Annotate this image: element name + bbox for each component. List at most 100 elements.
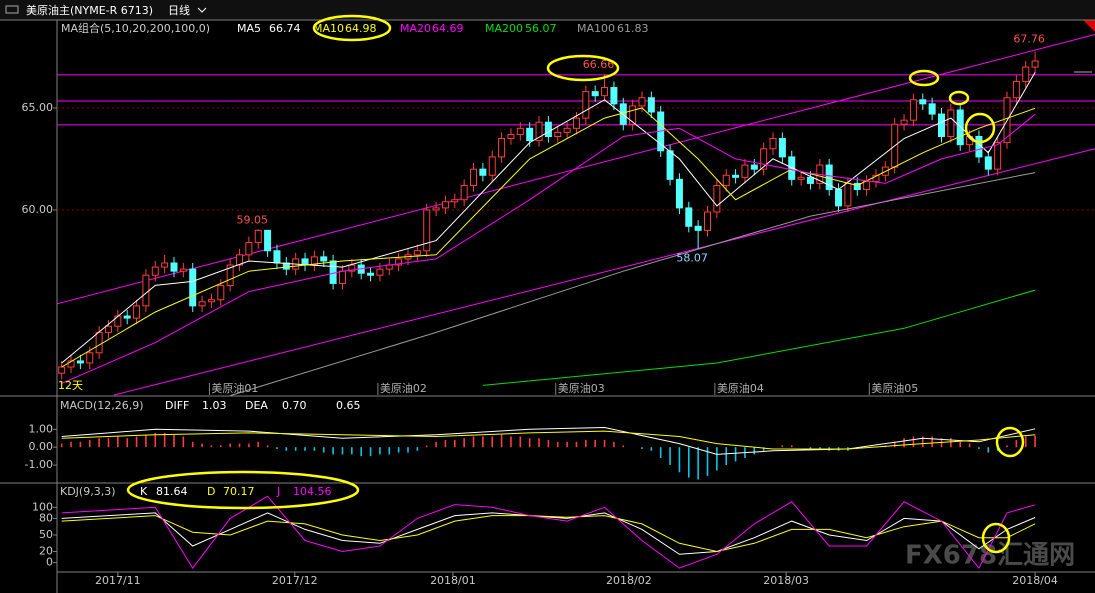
candle-body (395, 258, 403, 266)
candle-body (264, 229, 272, 252)
candle-body (741, 164, 749, 178)
x-tick-label: 2017/11 (95, 574, 141, 587)
candle-body (675, 178, 683, 209)
candle-body (526, 127, 534, 142)
candle-body (470, 168, 478, 186)
y-tick-label: 80 (39, 511, 53, 524)
candle-body (563, 127, 571, 133)
y-tick-label: -1.00 (25, 458, 53, 471)
symbol[interactable]: 美原油主(NYME-R 6713) (26, 3, 153, 17)
candle-body (423, 209, 431, 252)
watermark: FX678汇通网 (905, 541, 1075, 571)
legend-value: 0.65 (336, 399, 361, 412)
highlight-ellipse (981, 522, 1011, 554)
candle-body (666, 150, 674, 180)
highlight-ellipse (948, 90, 970, 106)
y-tick-label: 1.00 (29, 422, 54, 435)
panel-title: MACD(12,26,9) (60, 399, 144, 412)
candle-body (123, 315, 131, 319)
indicator-line (61, 72, 1036, 364)
candle-body (198, 301, 206, 307)
indicator-line (61, 426, 1036, 455)
candle-body (535, 121, 543, 142)
highlight-ellipse (126, 470, 360, 510)
price-annotation: 58.07 (676, 251, 708, 264)
candle-body (638, 97, 646, 107)
candle-body (872, 174, 880, 182)
candle-body (236, 254, 244, 266)
candle-body (133, 305, 141, 319)
candle-body (984, 156, 992, 170)
highlight-ellipse (546, 54, 620, 82)
candle-body (928, 103, 936, 115)
indicator-line (113, 148, 1095, 396)
legend-value: 81.64 (156, 485, 188, 498)
indicator-line (482, 289, 1036, 386)
candle-body (937, 113, 945, 137)
price-annotation: 67.76 (1013, 33, 1045, 46)
legend-name: D (207, 485, 215, 498)
candle-body (994, 142, 1002, 170)
indicator-line (61, 495, 1036, 570)
candle-body (947, 109, 955, 137)
legend-name: DEA (245, 399, 268, 412)
legend-value: 70.17 (223, 485, 255, 498)
candle-body (713, 184, 721, 213)
candle-body (797, 176, 805, 180)
contract-label: 美原油04 (717, 381, 764, 395)
candle-body (367, 272, 375, 276)
legend-name: K (140, 485, 148, 498)
candle-body (151, 266, 159, 276)
contract-label: 美原油01 (211, 381, 258, 395)
candle-body (554, 131, 562, 137)
candle-body (67, 360, 75, 368)
candle-body (273, 250, 281, 264)
candle-body (376, 268, 384, 276)
candle-body (900, 119, 908, 125)
candle-body (806, 176, 814, 184)
highlight-ellipse (964, 112, 996, 144)
legend-value: 104.56 (293, 485, 332, 498)
highlight-ellipse (312, 14, 392, 42)
indicator-line (61, 107, 1036, 368)
candle-body (516, 127, 524, 135)
candle-body (142, 274, 150, 307)
candle-body (610, 87, 618, 105)
highlight-ellipse (908, 69, 940, 87)
candle-body (104, 325, 112, 333)
x-tick-label: 2018/01 (430, 574, 476, 587)
panel-title: KDJ(9,3,3) (60, 485, 116, 498)
contract-label: 美原油02 (380, 381, 427, 395)
candle-body (460, 184, 468, 201)
indicator-line (61, 430, 1036, 450)
y-tick-label: 0.00 (29, 440, 54, 453)
candle-body (226, 264, 234, 286)
legend-value: 56.07 (525, 22, 557, 35)
legend-value: 1.03 (202, 399, 227, 412)
candle-body (722, 174, 730, 186)
legend-value: 64.69 (432, 22, 464, 35)
legend-name: MA20 (400, 22, 431, 35)
legend-name: MA200 (485, 22, 523, 35)
candle-body (507, 133, 515, 140)
candle-body (413, 250, 421, 256)
x-tick-label: 2018/03 (763, 574, 809, 587)
contract-label: 美原油05 (871, 381, 918, 395)
candle-body (778, 138, 786, 158)
period[interactable]: 日线 (168, 3, 190, 17)
legend-value: 66.74 (269, 22, 301, 35)
y-tick-label: 100 (32, 500, 53, 513)
legend-name: DIFF (165, 399, 189, 412)
price-annotation: 66.66 (583, 58, 615, 71)
toolbar-icon[interactable] (5, 5, 19, 14)
candle-body (582, 91, 590, 119)
indicator-line (61, 515, 1036, 553)
dropdown-arrow[interactable] (197, 7, 207, 13)
candle-body (58, 366, 66, 374)
candle-body (591, 91, 599, 97)
candle-body (338, 270, 346, 284)
candle-body (853, 182, 861, 191)
candle-body (320, 256, 328, 262)
candle-body (704, 211, 712, 231)
